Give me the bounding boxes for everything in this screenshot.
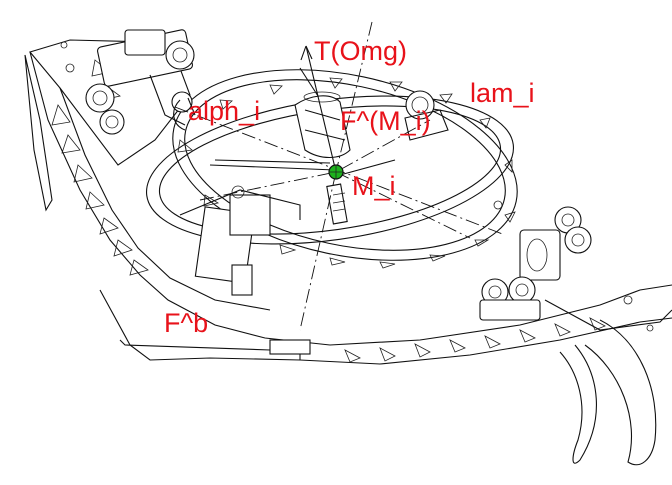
label-force-m-i: F^(M_i) [340, 106, 431, 136]
label-thrust: T(Omg) [314, 36, 407, 66]
bottom-lattice [99, 284, 672, 365]
lower-left-bracket [179, 185, 301, 296]
top-left-bracket [60, 29, 195, 135]
label-f-b: F^b [164, 308, 209, 338]
label-lam-i: lam_i [470, 78, 535, 108]
label-m-i: M_i [352, 171, 396, 201]
right-hook [544, 299, 672, 466]
center-marker [328, 164, 344, 180]
right-bracket [479, 200, 654, 332]
outer-frame [24, 39, 331, 346]
alpha-indicator [173, 97, 196, 131]
thrust-arrow [300, 45, 337, 173]
propeller-assembly [209, 67, 396, 225]
top-right-servo [404, 90, 449, 141]
label-alph-i: alph_i [188, 96, 261, 126]
ring-lattice [177, 77, 516, 269]
